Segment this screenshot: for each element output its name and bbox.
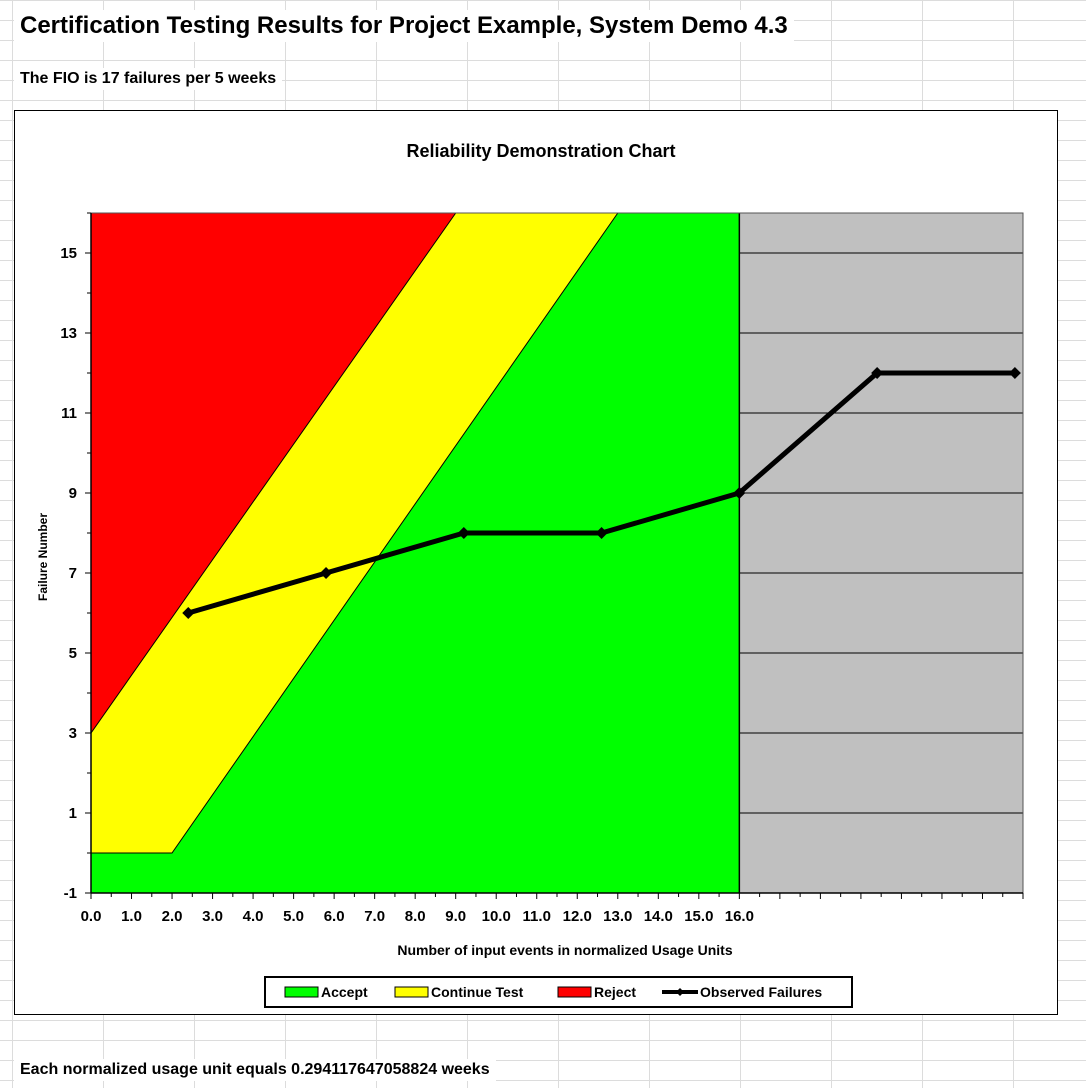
sheet-title: Certification Testing Results for Projec… [14, 10, 794, 42]
legend-accept-label: Accept [321, 984, 368, 1000]
legend-accept-swatch [284, 986, 319, 998]
legend-observed-label: Observed Failures [700, 984, 822, 1000]
y-tick-label: 11 [61, 405, 77, 422]
data-point [320, 567, 333, 579]
x-tick-label: 5.0 [283, 908, 304, 925]
x-tick-label: 3.0 [202, 908, 223, 925]
y-axis-label: Failure Number [36, 513, 50, 601]
reliability-chart: Reliability Demonstration Chart -1135791… [36, 141, 1024, 1008]
y-tick-label: -1 [64, 885, 77, 902]
data-point [733, 487, 746, 499]
legend-continue-swatch [394, 986, 429, 998]
data-point [457, 527, 470, 539]
legend: Accept Continue Test Reject Observed Fai… [264, 976, 853, 1008]
x-tick-label: 16.0 [725, 908, 754, 925]
x-tick-label: 0.0 [81, 908, 102, 925]
data-point [1008, 367, 1021, 379]
x-tick-label: 7.0 [364, 908, 385, 925]
data-point [595, 527, 608, 539]
x-tick-label: 11.0 [523, 908, 551, 925]
footer-text: Each normalized usage unit equals 0.2941… [14, 1059, 496, 1081]
y-tick-label: 15 [60, 245, 77, 262]
x-tick-label: 4.0 [243, 908, 264, 925]
x-tick-label: 10.0 [482, 908, 511, 925]
x-tick-label: 13.0 [603, 908, 632, 925]
x-axis-label: Number of input events in normalized Usa… [397, 942, 732, 958]
y-tick-label: 1 [69, 805, 77, 822]
x-tick-label: 2.0 [162, 908, 183, 925]
y-tick-label: 9 [69, 485, 77, 502]
y-tick-label: 7 [69, 565, 77, 582]
y-tick-label: 3 [69, 725, 77, 742]
chart-container[interactable]: Reliability Demonstration Chart -1 1 3 5 7 9 1… [14, 110, 1058, 1015]
legend-continue-label: Continue Test [431, 984, 524, 1000]
x-tick-label: 15.0 [684, 908, 713, 925]
x-tick-label: 12.0 [563, 908, 592, 925]
data-point [871, 367, 884, 379]
data-point [182, 607, 195, 619]
legend-reject-label: Reject [594, 984, 636, 1000]
legend-reject-swatch [557, 986, 592, 998]
fio-text: The FIO is 17 failures per 5 weeks [14, 68, 283, 90]
chart-title: Reliability Demonstration Chart [406, 141, 675, 161]
y-tick-label: 5 [69, 645, 77, 662]
plot-area [90, 212, 1024, 894]
x-tick-label: 8.0 [405, 908, 426, 925]
y-tick-label: 13 [60, 325, 77, 342]
x-tick-label: 6.0 [324, 908, 345, 925]
x-tick-label: 14.0 [644, 908, 673, 925]
x-tick-label: 1.0 [121, 908, 142, 925]
legend-observed-marker [676, 988, 684, 996]
x-tick-label: 9.0 [445, 908, 466, 925]
